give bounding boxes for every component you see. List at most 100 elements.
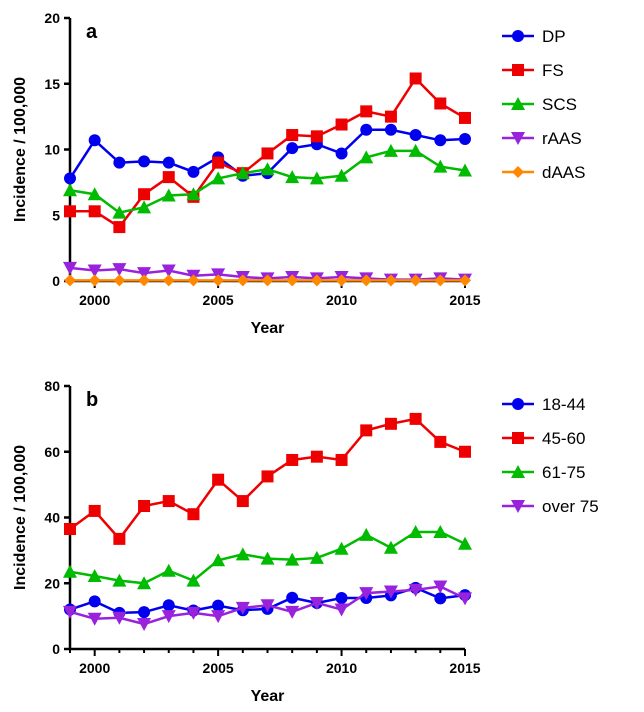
data-point bbox=[408, 143, 423, 157]
data-point bbox=[212, 599, 225, 612]
data-point bbox=[161, 610, 176, 624]
data-point bbox=[261, 274, 274, 287]
panel-label: a bbox=[86, 21, 98, 43]
data-point bbox=[383, 540, 398, 554]
data-point bbox=[286, 453, 299, 466]
data-point bbox=[434, 134, 447, 147]
data-point bbox=[384, 274, 397, 287]
x-axis-title: Year bbox=[251, 320, 285, 337]
data-point bbox=[161, 563, 176, 577]
legend-entry: 45-60 bbox=[502, 429, 585, 448]
data-point bbox=[162, 156, 175, 169]
x-tick-label: 2000 bbox=[79, 660, 110, 676]
data-point bbox=[286, 129, 299, 142]
data-point bbox=[334, 168, 349, 182]
legend-label: over 75 bbox=[542, 497, 599, 516]
data-point bbox=[360, 424, 373, 437]
data-point bbox=[309, 596, 324, 610]
y-tick-label: 5 bbox=[52, 207, 60, 223]
data-point bbox=[285, 605, 300, 619]
data-point bbox=[458, 536, 472, 550]
legend-label: dAAS bbox=[542, 163, 585, 182]
data-point bbox=[359, 150, 374, 164]
data-point bbox=[162, 495, 175, 508]
data-point bbox=[88, 504, 101, 517]
data-point bbox=[63, 261, 77, 275]
data-point bbox=[261, 470, 274, 483]
data-point bbox=[63, 183, 77, 197]
data-point bbox=[87, 187, 102, 201]
data-point bbox=[138, 499, 151, 512]
data-point bbox=[187, 274, 200, 287]
data-point bbox=[408, 583, 423, 597]
data-point bbox=[384, 417, 397, 430]
data-point bbox=[113, 221, 126, 234]
series-61-75 bbox=[63, 524, 472, 590]
data-point bbox=[334, 541, 349, 555]
x-axis-title: Year bbox=[251, 688, 285, 705]
chart-panel-a: 0 5 10 15 20 2000 2005 2010 2015 Year Incidence / … bbox=[12, 10, 585, 337]
data-point bbox=[409, 72, 422, 85]
data-point bbox=[360, 105, 373, 118]
legend-marker bbox=[512, 166, 524, 178]
data-point bbox=[260, 551, 275, 565]
data-point bbox=[138, 188, 151, 201]
data-point bbox=[335, 147, 348, 160]
series-fs bbox=[64, 72, 471, 234]
data-point bbox=[433, 159, 448, 173]
data-point bbox=[310, 450, 323, 463]
data-point bbox=[285, 170, 300, 184]
data-point bbox=[408, 524, 423, 538]
legend-marker bbox=[511, 465, 525, 478]
legend-entry: DP bbox=[502, 27, 566, 46]
data-point bbox=[309, 171, 324, 185]
data-point bbox=[434, 435, 447, 448]
data-point bbox=[360, 274, 373, 287]
legend-entry: dAAS bbox=[502, 163, 585, 182]
y-tick-label: 15 bbox=[44, 76, 60, 92]
x-tick-label: 2015 bbox=[449, 660, 480, 676]
legend-marker bbox=[512, 64, 524, 76]
data-point bbox=[458, 163, 472, 177]
data-point bbox=[211, 171, 226, 185]
data-point bbox=[260, 599, 275, 613]
data-point bbox=[64, 205, 76, 218]
legend-entry: over 75 bbox=[502, 497, 599, 516]
data-point bbox=[434, 274, 447, 287]
series-line bbox=[69, 149, 466, 214]
x-tick-label: 2005 bbox=[203, 292, 234, 308]
data-point bbox=[162, 599, 175, 612]
data-point bbox=[137, 618, 152, 632]
data-point bbox=[162, 274, 175, 287]
y-tick-label: 20 bbox=[44, 575, 60, 591]
data-point bbox=[138, 274, 151, 287]
data-point bbox=[212, 274, 225, 287]
legend-marker bbox=[512, 30, 524, 42]
legend-label: FS bbox=[542, 61, 564, 80]
data-point bbox=[459, 132, 471, 145]
data-point bbox=[186, 573, 201, 587]
legend-entry: 18-44 bbox=[502, 395, 585, 414]
y-axis-title: Incidence / 100,000 bbox=[12, 77, 29, 222]
legend-label: 18-44 bbox=[542, 395, 585, 414]
y-tick-label: 0 bbox=[52, 641, 60, 657]
data-point bbox=[137, 576, 152, 590]
legend-label: rAAS bbox=[542, 129, 582, 148]
data-point bbox=[187, 165, 200, 178]
data-point bbox=[87, 264, 102, 278]
y-axis-title: Incidence / 100,000 bbox=[12, 445, 29, 590]
data-point bbox=[359, 527, 374, 541]
legend-entry: FS bbox=[502, 61, 564, 80]
data-point bbox=[433, 524, 448, 538]
data-point bbox=[459, 445, 471, 458]
data-point bbox=[138, 606, 151, 619]
chart-panel-b: 0 20 40 60 80 2000 2005 2010 2015 Year Incidence /… bbox=[12, 378, 599, 705]
data-point bbox=[286, 142, 299, 155]
data-point bbox=[64, 172, 76, 185]
y-tick-label: 20 bbox=[44, 10, 60, 26]
y-tick-label: 40 bbox=[44, 510, 60, 526]
data-point bbox=[64, 274, 76, 287]
legend-marker bbox=[511, 97, 525, 110]
data-point bbox=[138, 155, 151, 168]
